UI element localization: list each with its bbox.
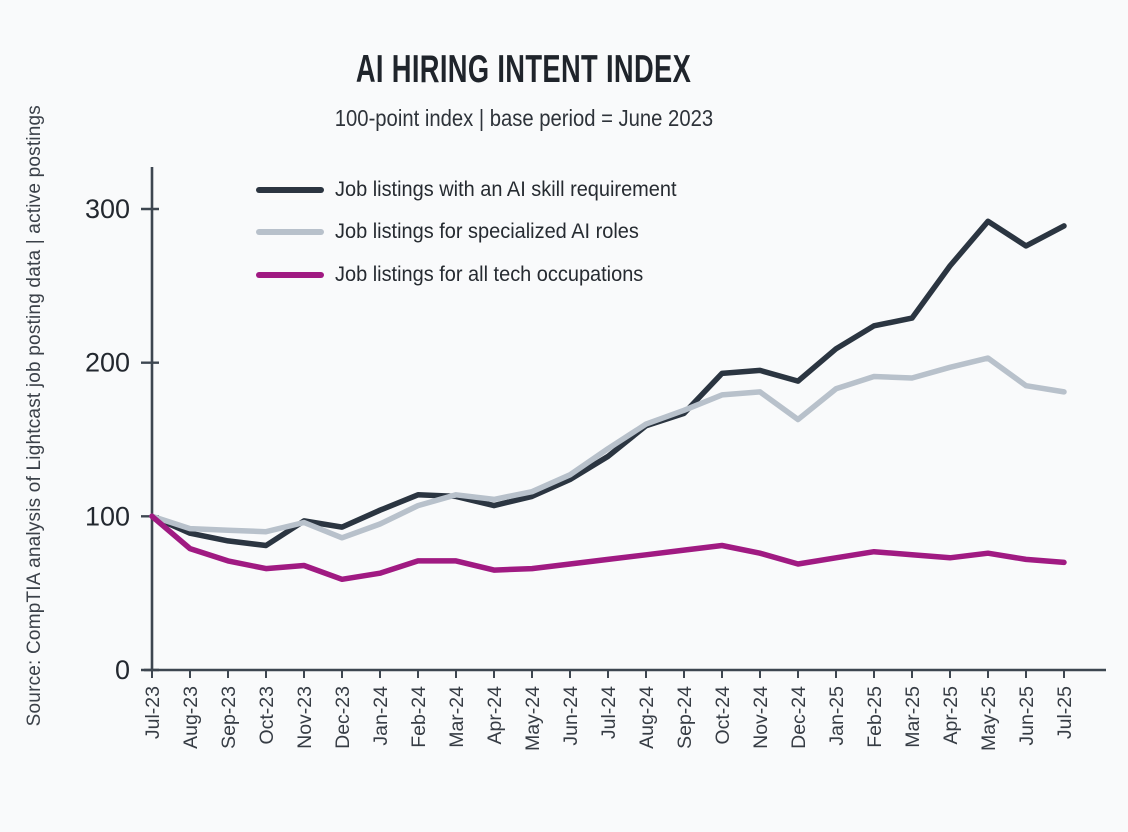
x-tick-label: Aug-24 [636,686,658,749]
title-wrap: AI HIRING INTENT INDEX [0,48,1048,92]
x-tick-label: Mar-25 [902,686,924,748]
x-tick-label: Nov-24 [750,686,772,749]
chart-legend: Job listings with an AI skill requiremen… [256,176,695,304]
chart-subtitle: 100-point index | base period = June 202… [334,105,714,131]
x-tick-label: Jul-23 [142,686,164,739]
x-tick-label: Dec-24 [788,686,810,749]
legend-swatch-specialized-ai-roles [256,229,324,235]
x-tick-label: Jan-25 [826,686,848,746]
x-tick-label: Jun-24 [560,686,582,746]
x-tick-label: Nov-23 [294,686,316,749]
legend-item-ai-skill-requirement: Job listings with an AI skill requiremen… [256,176,695,203]
x-tick-label: Sep-24 [674,686,696,749]
x-tick-label: May-24 [522,686,544,751]
x-tick-label: May-25 [978,686,1000,751]
x-tick-label: Sep-23 [218,686,240,749]
x-tick-label: Feb-24 [408,686,430,748]
x-tick-label: Dec-23 [332,686,354,749]
x-tick-label: Mar-24 [446,686,468,748]
x-tick-label: Apr-24 [484,686,506,745]
legend-label-ai-skill-requirement: Job listings with an AI skill requiremen… [335,177,677,201]
x-tick-label: Oct-23 [256,686,278,745]
x-tick-label: Jun-25 [1016,686,1038,746]
x-tick-label: Jan-24 [370,686,392,746]
series-line [149,355,1067,541]
legend-item-all-tech-occupations: Job listings for all tech occupations [256,261,695,288]
y-tick-label: 100 [85,501,130,531]
x-tick-label: Oct-24 [712,686,734,745]
x-tick-label: Apr-25 [940,686,962,745]
legend-swatch-all-tech-occupations [256,271,324,278]
x-tick-label: Jul-24 [598,686,620,739]
y-tick-label: 300 [85,194,130,224]
chart-title: AI HIRING INTENT INDEX [356,48,692,91]
legend-swatch-ai-skill-requirement [256,186,324,193]
x-tick-label: Aug-23 [180,686,202,749]
x-tick-label: Jul-25 [1054,686,1076,739]
x-tick-label: Feb-25 [864,686,886,748]
legend-label-all-tech-occupations: Job listings for all tech occupations [335,262,644,286]
y-tick-label: 0 [115,655,130,685]
legend-item-specialized-ai-roles: Job listings for specialized AI roles [256,219,695,246]
subtitle-wrap: 100-point index | base period = June 202… [0,105,1048,132]
legend-label-specialized-ai-roles: Job listings for specialized AI roles [335,220,639,243]
series-line [149,513,1067,583]
y-tick-label: 200 [85,348,130,378]
